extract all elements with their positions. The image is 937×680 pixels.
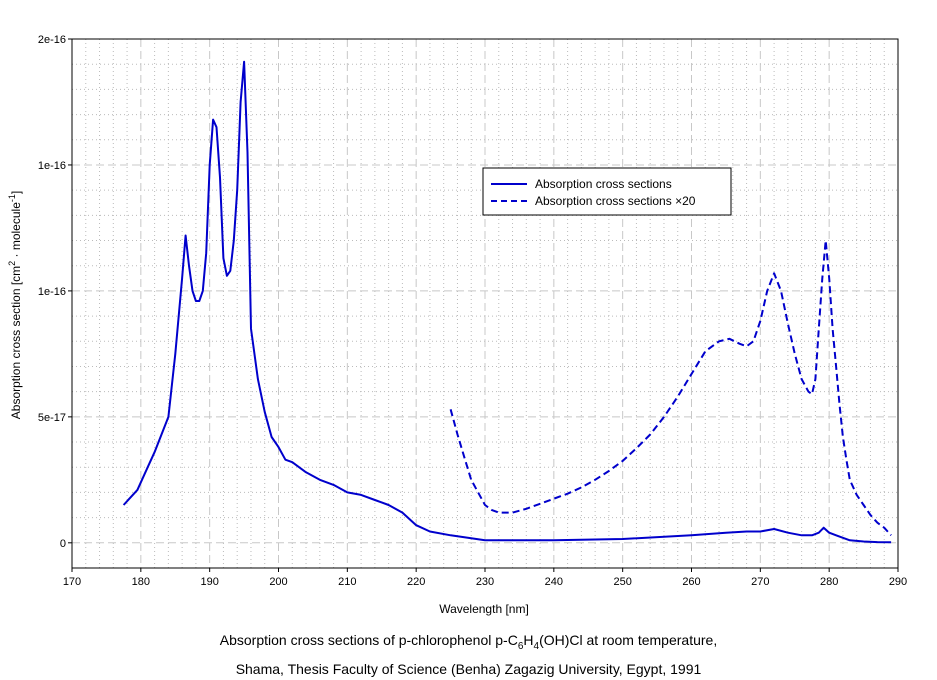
x-axis-label: Wavelength [nm] [439,602,529,616]
caption-line-1-sub2: 4 [533,640,540,652]
y-tick-label: 2e-16 [38,34,66,46]
figure-caption: Absorption cross sections of p-chlorophe… [0,629,937,680]
legend-label-series-1: Absorption cross sections [535,177,672,191]
x-tick-label: 170 [63,576,81,588]
x-tick-label: 250 [613,576,631,588]
y-axis-label-main: Absorption cross section [cm [9,266,23,419]
y-axis-label-mid: · molecule [9,202,23,261]
y-axis-label-sup1: 2 [7,261,17,266]
caption-line-2: Shama, Thesis Faculty of Science (Benha)… [235,660,702,677]
x-tick-label: 290 [889,576,907,588]
caption-line-1-a: Absorption cross sections of p-chlorophe… [219,632,518,648]
y-axis-label: Absorption cross section [cm2 · molecule… [7,191,23,419]
y-axis-label-end: ] [9,191,23,194]
x-tick-label: 280 [820,576,838,588]
y-tick-label: 1e-16 [38,160,66,172]
series-layer [122,60,892,544]
x-tick-label: 260 [682,576,700,588]
y-tick-label: 0 [60,538,66,550]
y-axis-label-sup2: -1 [7,194,17,202]
x-tick-label: 180 [132,576,150,588]
caption-line-1-sub1: 6 [517,640,524,652]
series-line-1 [122,60,892,544]
legend-label-series-2: Absorption cross sections ×20 [535,194,696,208]
y-tick-label: 1e-16 [38,286,66,298]
x-tick-label: 200 [269,576,287,588]
caption-line-1-c: (OH)Cl at room temperature, [539,632,718,648]
series-line-2 [449,239,892,536]
x-tick-label: 220 [407,576,425,588]
grid [72,39,898,568]
ticks: 170 180 190 200 210 220 230 240 250 260 270 280 290 0… [38,34,907,588]
caption-line-1: Absorption cross sections of p-chlorophe… [0,629,937,658]
caption-line-1-b: H [523,632,534,648]
x-tick-label: 270 [751,576,769,588]
y-tick-label: 5e-17 [38,412,66,424]
x-tick-label: 240 [545,576,563,588]
x-tick-label: 230 [476,576,494,588]
legend-box [482,167,732,216]
x-tick-label: 210 [338,576,356,588]
x-tick-label: 190 [200,576,218,588]
legend: Absorption cross sections Absorption cro… [482,167,732,216]
